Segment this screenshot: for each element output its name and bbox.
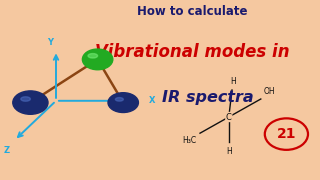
Ellipse shape bbox=[83, 49, 113, 70]
Text: How to calculate: How to calculate bbox=[137, 5, 247, 18]
Ellipse shape bbox=[108, 93, 139, 112]
Text: H₃C: H₃C bbox=[183, 136, 197, 145]
Text: Vibrational modes in: Vibrational modes in bbox=[95, 43, 289, 61]
Text: Z: Z bbox=[3, 146, 10, 155]
Text: OH: OH bbox=[263, 87, 275, 96]
Text: IR spectra: IR spectra bbox=[162, 90, 254, 105]
Text: X: X bbox=[149, 96, 155, 105]
Text: H: H bbox=[226, 147, 232, 156]
Text: 21: 21 bbox=[277, 127, 296, 141]
Text: H: H bbox=[230, 77, 236, 86]
Text: Y: Y bbox=[47, 38, 52, 47]
Ellipse shape bbox=[21, 97, 30, 101]
Ellipse shape bbox=[116, 98, 124, 101]
Ellipse shape bbox=[13, 91, 48, 114]
Ellipse shape bbox=[88, 53, 98, 58]
Text: C: C bbox=[226, 112, 232, 122]
